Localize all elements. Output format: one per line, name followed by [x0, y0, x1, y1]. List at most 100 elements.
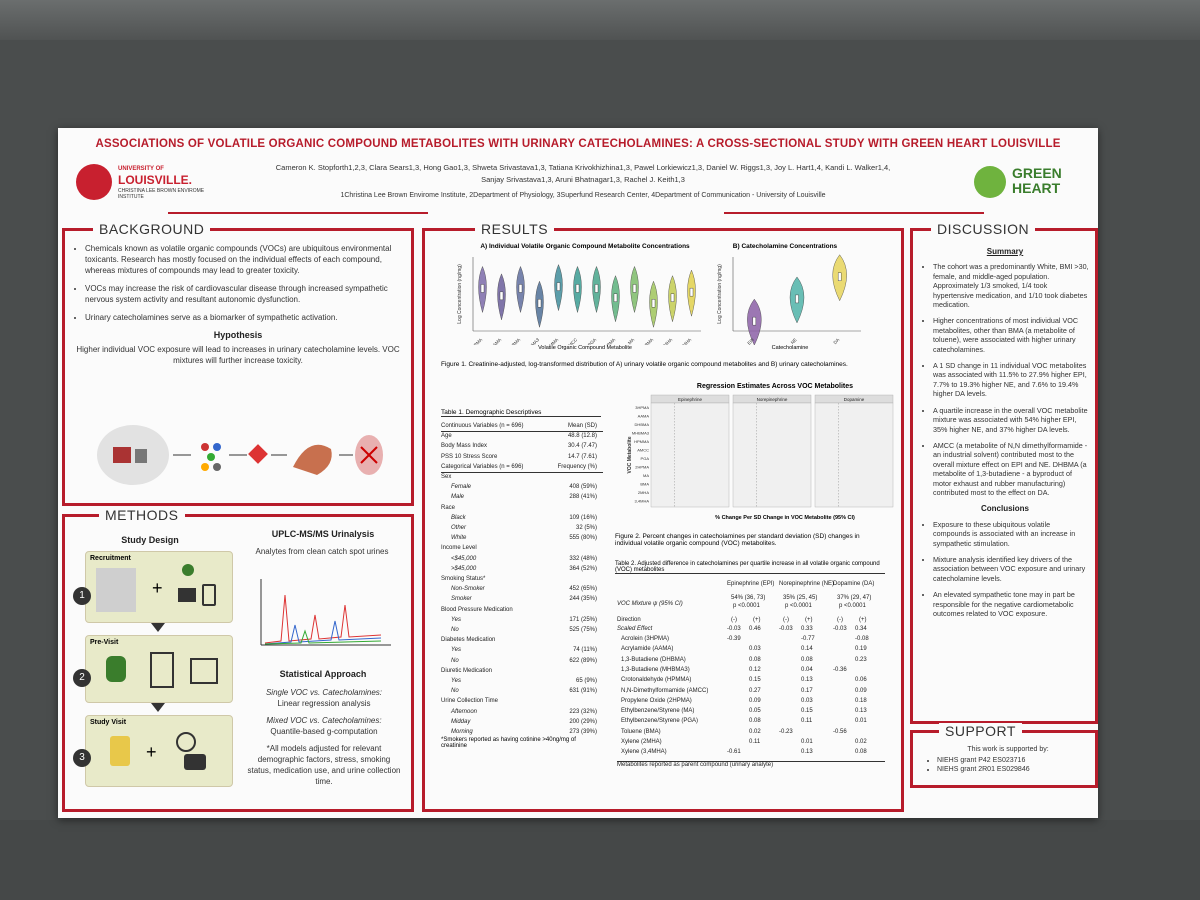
step-label-recruitment: Recruitment	[90, 555, 131, 562]
table2-row-value: 0.05	[749, 708, 761, 715]
background-bullet: VOCs may increase the risk of cardiovasc…	[85, 283, 403, 305]
fig2-row-label: 2MHA	[638, 490, 649, 495]
boxplot-2HPMA	[613, 293, 618, 302]
boxplot-HPMMA	[556, 282, 561, 291]
table2-col-header: Norepinephrine (NE)	[779, 581, 835, 587]
table2-row-value: 0.18	[855, 697, 867, 704]
hypothesis-heading: Hypothesis	[213, 330, 263, 340]
step-label-studyvisit: Study Visit	[90, 719, 127, 726]
discussion-bullet: A quartile increase in the overall VOC m…	[933, 406, 1089, 434]
cardinal-seal-icon	[76, 164, 112, 200]
table1-value: 622 (89%)	[569, 657, 597, 664]
urine-cup-icon	[110, 736, 130, 766]
header-rule-right	[724, 212, 984, 214]
table1-row: >$45,000 364 (52%)	[441, 564, 603, 574]
table1-label: Yes	[451, 616, 462, 623]
figB-xlabel: Catecholamine	[771, 345, 809, 351]
table1-row: No 525 (75%)	[441, 625, 603, 635]
conclusion-bullet: Exposure to these ubiquitous volatile co…	[933, 520, 1089, 548]
fig2-row-label: BMA	[640, 482, 649, 487]
y-axis-label: Log Concentration (ng/mg)	[717, 264, 723, 324]
logo-line2: LOUISVILLE.	[118, 173, 193, 187]
table2-row-value: 0.13	[801, 677, 813, 684]
previsit-box: Pre-Visit	[85, 635, 233, 703]
table2-mixture-value: 35% (25, 45)	[783, 595, 818, 601]
table1-value: 109 (16%)	[569, 514, 597, 521]
table2-row-value: 0.03	[801, 697, 813, 704]
table2-scaled-value: 0.34	[855, 626, 867, 632]
table2-row-value: 0.15	[749, 677, 761, 684]
table1-label: Black	[451, 514, 466, 521]
checklist-icon	[150, 652, 174, 688]
table1-label: Morning	[451, 729, 473, 735]
table1-label: Yes	[451, 647, 462, 654]
table1-value: 408 (59%)	[569, 484, 597, 491]
arrow-down-icon	[151, 703, 165, 712]
logo-line3: CHRISTINA LEE BROWN ENVIROME INSTITUTE	[118, 188, 205, 200]
logo-green: GREEN	[1012, 165, 1062, 181]
table1-value: 631 (91%)	[569, 688, 597, 695]
table2-row-label: Propylene Oxide (2HPMA)	[621, 697, 692, 704]
table1-label: Male	[451, 494, 465, 501]
table1-value: 14.7 (7.61)	[567, 453, 597, 460]
fig2-xlabel: % Change Per SD Change in VOC Metabolite…	[715, 515, 855, 521]
boxplot-DA	[837, 272, 842, 281]
figA-title: A) Individual Volatile Organic Compound …	[480, 243, 690, 250]
fig2-row-label: 3,4MHA	[635, 499, 650, 504]
table1-title: Table 1. Demographic Descriptives	[441, 409, 601, 417]
table2-row-value: 0.01	[855, 718, 867, 725]
chromatogram-illustration	[260, 579, 391, 646]
table2-row-value: 0.11	[801, 718, 813, 725]
table1-row: Sex	[441, 472, 603, 482]
results-heading: RESULTS	[475, 221, 555, 237]
background-bullet: Chemicals known as volatile organic comp…	[85, 243, 403, 276]
figA-xlabel: Volatile Organic Compound Metabolite	[538, 345, 632, 351]
wall-top	[0, 0, 1200, 40]
table2-row-label: Acrylamide (AAMA)	[621, 646, 674, 653]
fig2-row-label: PGA	[641, 456, 650, 461]
bp-scale-icon	[176, 732, 216, 772]
table1-value: 30.4 (7.47)	[567, 443, 597, 450]
table2-scaled-value: -0.03	[727, 626, 741, 632]
tick-label-PGA: PGA	[587, 337, 597, 345]
table1-value: 65 (9%)	[575, 678, 597, 684]
tick-label-EPI: EPI	[746, 337, 755, 345]
support-panel: SUPPORT This work is supported by: NIEHS…	[910, 723, 1098, 788]
tick-label-MHBMA3: MHBMA3	[523, 337, 541, 345]
table2-row-value: 0.09	[855, 687, 867, 694]
table1: Continuous Variables (n = 696) Mean (SD) A…	[441, 421, 603, 761]
table1-row: Black 109 (16%)	[441, 513, 603, 523]
background-list: Chemicals known as volatile organic comp…	[73, 243, 403, 366]
studyvisit-box: Study Visit +	[85, 715, 233, 787]
table2-scaled-value: -0.03	[779, 626, 793, 632]
recruitment-box: Recruitment +	[85, 551, 233, 623]
table1-row: Blood Pressure Medication	[441, 605, 603, 615]
boxplot-3HPMA	[480, 284, 485, 293]
boxplot-AMCC	[575, 284, 580, 293]
table1-row: Smoker 244 (35%)	[441, 594, 603, 604]
stats-line1: Single VOC vs. Catecholamines:	[265, 688, 383, 697]
table1-row: Diabetes Medication	[441, 635, 603, 645]
stats-heading: Statistical Approach	[279, 669, 367, 679]
fig2-panel-bg	[814, 402, 894, 508]
step-number-3: 3	[73, 749, 91, 767]
table2-col-header: Dopamine (DA)	[833, 581, 875, 587]
boxplot-AAMA	[499, 291, 504, 301]
authors-line1: Cameron K. Stopforth1,2,3, Clara Sears1,…	[275, 163, 891, 172]
step-number-2: 2	[73, 669, 91, 687]
stats-line2: Mixed VOC vs. Catecholamines:	[266, 716, 382, 725]
stats-line1b: Linear regression analysis	[277, 699, 371, 708]
fig2-panel-title: Dopamine	[844, 397, 865, 402]
table2-row-value: 0.03	[749, 646, 761, 653]
table1-label: Smoking Status*	[441, 576, 486, 582]
green-heart-icon	[974, 166, 1006, 198]
arrow-down-icon	[151, 623, 165, 632]
background-bullet: Urinary catecholamines serve as a biomar…	[85, 312, 403, 323]
boxplot-NE	[795, 294, 799, 304]
table2-row-label: Xylene (3,4MHA)	[621, 749, 667, 756]
grant-item: NIEHS grant P42 ES023716	[937, 756, 1091, 765]
logo-heart: HEART	[1012, 180, 1061, 196]
table2-row-value: 0.13	[855, 708, 867, 715]
table2-scaled-value: 0.46	[749, 626, 761, 632]
boxplot-MA	[632, 284, 637, 293]
